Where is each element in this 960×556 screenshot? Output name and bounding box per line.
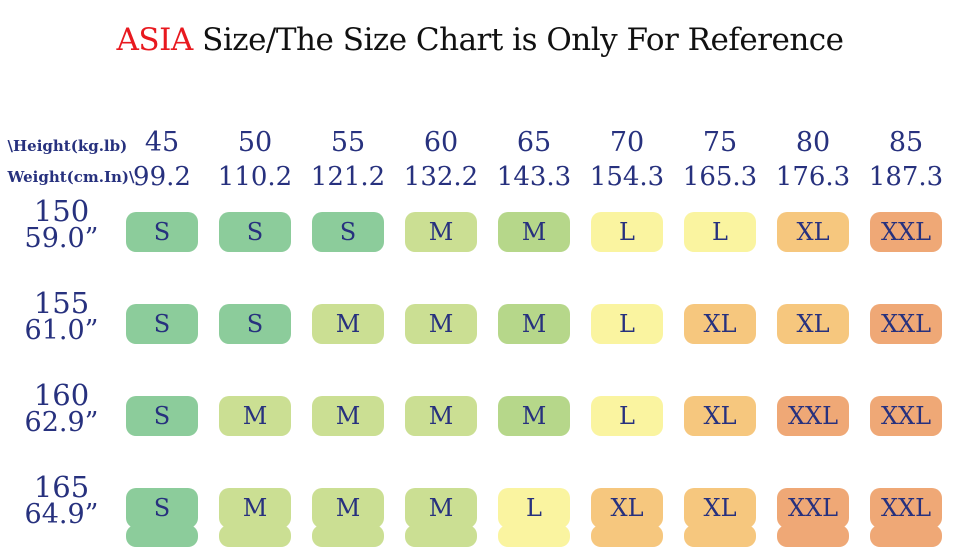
size-cell: XXL [870,212,942,252]
column-header: 55 121.2 [310,127,386,192]
size-cell: S [126,488,198,528]
page-title: ASIA Size/The Size Chart is Only For Ref… [0,20,960,60]
corner-label-weight: \Height(kg.lb) [7,136,128,155]
table-row-155: 155 61.0” S S M M M L XL XL XXL [8,289,953,344]
table-row-165: 165 64.9” S M M M L XL XL XXL XXL [8,473,953,528]
size-cell: S [312,212,384,252]
column-header: 60 132.2 [403,127,479,192]
table-row-150: 150 59.0” S S S M M L L XL XXL [8,197,953,252]
size-cell: M [312,488,384,528]
size-cell-partial [498,525,570,547]
size-cell: L [591,212,663,252]
column-header: 85 187.3 [868,127,944,192]
size-cell: S [126,212,198,252]
column-header: 45 99.2 [133,127,191,192]
size-cell-partial [591,525,663,547]
size-cell: XL [684,396,756,436]
size-cell: M [312,304,384,344]
size-cell: XL [777,212,849,252]
size-cell: M [219,488,291,528]
size-cell: L [591,396,663,436]
column-header: 75 165.3 [682,127,758,192]
title-highlight: ASIA [116,22,193,58]
size-cell: M [405,212,477,252]
column-header: 80 176.3 [775,127,851,192]
size-cell-partial [312,525,384,547]
corner-axis-labels: \Height(kg.lb) Weight(cm.In)\ [7,129,135,193]
size-cell: M [405,304,477,344]
size-cell-partial [126,525,198,547]
size-cell: XL [684,304,756,344]
row-label: 150 59.0” [24,194,99,254]
size-cell: L [591,304,663,344]
size-cell: M [498,396,570,436]
column-header: 70 154.3 [589,127,665,192]
size-cell: XXL [870,304,942,344]
size-cell: L [684,212,756,252]
size-cell: L [498,488,570,528]
size-cell: S [126,304,198,344]
size-chart-table: \Height(kg.lb) Weight(cm.In)\ 45 99.2 50… [8,126,953,547]
table-row-partial [8,525,953,547]
size-cell: XXL [870,396,942,436]
size-cell: M [498,212,570,252]
size-cell: M [498,304,570,344]
corner-label-height: Weight(cm.In)\ [7,167,135,186]
size-cell: XXL [870,488,942,528]
size-cell-partial [777,525,849,547]
table-header-row: \Height(kg.lb) Weight(cm.In)\ 45 99.2 50… [8,126,953,195]
size-cell: S [219,212,291,252]
size-cell: S [219,304,291,344]
size-cell: XL [777,304,849,344]
row-label: 165 64.9” [24,470,99,530]
table-row-160: 160 62.9” S M M M M L XL XXL XXL [8,381,953,436]
size-cell-partial [870,525,942,547]
size-cell: S [126,396,198,436]
size-cell-partial [684,525,756,547]
size-cell: XXL [777,488,849,528]
size-cell: M [312,396,384,436]
size-cell-partial [219,525,291,547]
size-cell: XL [591,488,663,528]
size-cell: M [405,396,477,436]
size-cell: XXL [777,396,849,436]
column-header: 50 110.2 [217,127,293,192]
size-cell-partial [405,525,477,547]
row-label: 155 61.0” [24,286,99,346]
size-cell: XL [684,488,756,528]
row-label: 160 62.9” [24,378,99,438]
size-cell: M [405,488,477,528]
column-header: 65 143.3 [496,127,572,192]
title-rest: Size/The Size Chart is Only For Referenc… [192,22,844,58]
size-cell: M [219,396,291,436]
